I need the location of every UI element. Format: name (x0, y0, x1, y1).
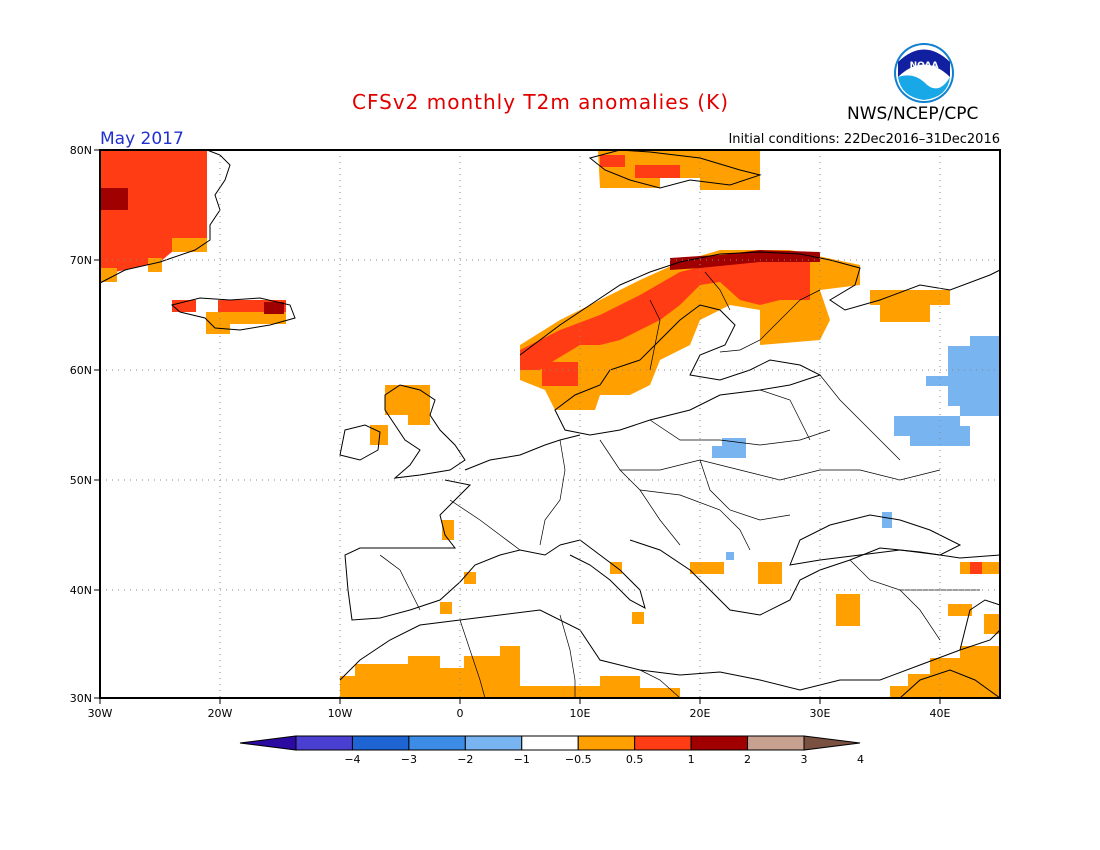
anomaly-area-black-sea-west (758, 562, 782, 584)
anomaly-area-kola (870, 290, 950, 322)
anomaly-area-balkans-cool (726, 552, 734, 560)
colorbar-segment (351, 735, 410, 751)
lon-label: 20E (690, 707, 711, 720)
anomaly-area-greenland (100, 150, 207, 275)
lon-label: 10W (328, 707, 353, 720)
lat-label: 60N (70, 364, 92, 377)
map-frame (99, 149, 1001, 699)
colorbar-label: −2 (457, 753, 473, 766)
title-text: CFSv2 monthly T2m anomalies (K) (352, 90, 729, 114)
coastline-europe-west (344, 434, 581, 621)
anomaly-area-iberia-north (464, 572, 476, 584)
anomaly-area-volga-cool (894, 416, 970, 446)
colorbar-segment (747, 735, 805, 751)
anomaly-area-ireland (370, 425, 388, 445)
anomaly-area-iceland-orange (206, 312, 286, 334)
anomaly-area-svalbard-red (600, 155, 680, 178)
colorbar-label: 3 (801, 753, 808, 766)
agency-label: NWS/NCEP/CPC (847, 104, 979, 124)
coastline-scandinavia (519, 251, 1001, 356)
coastline-iceland (170, 297, 296, 331)
colorbar-label: −4 (344, 753, 360, 766)
anomaly-area-iberia-south (440, 602, 452, 614)
colorbar-segment (521, 735, 579, 751)
colorbar-label: 0.5 (626, 753, 644, 766)
coastline-svalbard (588, 149, 762, 189)
anomaly-area-anatolia (836, 594, 860, 626)
anomaly-shading (100, 150, 1000, 698)
coastline-black-sea (789, 514, 962, 566)
lon-label: 30W (88, 707, 113, 720)
anomaly-area-belarus-cool (712, 438, 746, 458)
colorbar-segment (634, 735, 692, 751)
coastline-britain (384, 384, 466, 479)
anomaly-area-scandinavia-red (520, 258, 810, 370)
month-label: May 2017 (100, 129, 184, 149)
coastline-levant (959, 599, 1001, 651)
coastline-arabia (899, 669, 1001, 699)
colorbar-segment (577, 735, 636, 751)
lat-label: 40N (70, 584, 92, 597)
anomaly-area-crimea-cool (882, 512, 892, 528)
lat-label: 80N (70, 144, 92, 157)
latitude-labels: 80N 70N 60N 50N 40N 30N (70, 144, 92, 705)
colorbar: −4 −3 −2 −1 −0.5 0.5 1 2 3 4 (239, 735, 864, 766)
anomaly-area-russia-cool (926, 324, 1000, 416)
colorbar-segment (295, 735, 353, 751)
lon-label: 0 (457, 707, 464, 720)
anomaly-area-greenland-edge (100, 238, 207, 282)
map-grid (100, 150, 1000, 698)
lon-label: 20W (208, 707, 233, 720)
lon-label: 10E (570, 707, 591, 720)
colorbar-label: −0.5 (565, 753, 592, 766)
anomaly-area-iceland (172, 300, 286, 314)
anomaly-area-caucasus-red (970, 562, 982, 574)
colorbar-segment (464, 735, 523, 751)
anomaly-area-balkans (690, 562, 724, 574)
colorbar-label: −3 (401, 753, 417, 766)
colorbar-arrow-low (239, 735, 297, 751)
coastlines (99, 149, 1001, 699)
anomaly-area-iceland-hot (264, 302, 284, 314)
coastline-greenland (99, 149, 231, 284)
anomaly-area-north-cape-hot (670, 250, 820, 270)
lat-label: 30N (70, 692, 92, 705)
anomaly-area-scotland (385, 385, 430, 425)
lon-label: 40E (930, 707, 951, 720)
colorbar-segment (408, 735, 466, 751)
colorbar-label: −1 (514, 753, 530, 766)
anomaly-area-greenland-hot (100, 188, 128, 210)
anomaly-area-middle-east (948, 604, 972, 616)
coastline-italy (559, 539, 646, 609)
coastline-north-africa (339, 609, 1001, 691)
noaa-logo: NOAA (894, 43, 954, 103)
lon-label: 30E (810, 707, 831, 720)
coastline-ireland (339, 424, 381, 461)
colorbar-label: 4 (857, 753, 864, 766)
anomaly-area-levant (984, 614, 1000, 634)
lat-label: 50N (70, 474, 92, 487)
coastline-baltic (554, 304, 822, 436)
anomaly-area-scandinavia-red-south (542, 362, 578, 386)
colorbar-label: 2 (744, 753, 751, 766)
coastline-balkans (629, 539, 1001, 616)
anomaly-area-north-africa (340, 646, 680, 698)
lat-label: 70N (70, 254, 92, 267)
colorbar-label: 1 (688, 753, 695, 766)
axis-ticks (94, 149, 941, 704)
longitude-labels: 30W 20W 10W 0 10E 20E 30E 40E (88, 707, 951, 720)
anomaly-area-sicily (632, 612, 644, 624)
initial-conditions-label: Initial conditions: 22Dec2016–31Dec2016 (728, 132, 1000, 147)
colorbar-arrow-high (803, 735, 861, 751)
noaa-logo-text: NOAA (910, 61, 939, 71)
colorbar-segment (690, 735, 749, 751)
